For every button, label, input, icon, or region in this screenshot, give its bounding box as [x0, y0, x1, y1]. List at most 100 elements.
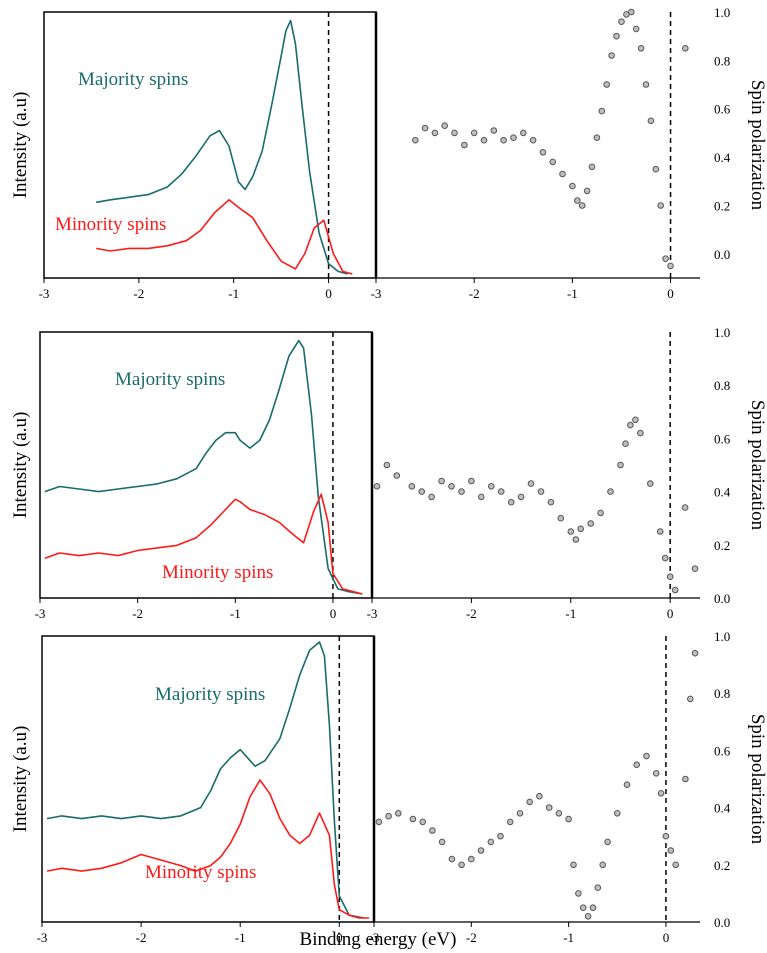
polarization-point: [657, 202, 665, 209]
polarization-point: [657, 790, 665, 797]
polarization-point: [656, 528, 664, 535]
polarization-point: [480, 136, 488, 144]
x-tick-label: -2: [132, 606, 143, 621]
polarization-point: [662, 255, 669, 263]
polarization-point: [671, 586, 679, 594]
polarization-point: [588, 163, 596, 171]
polarization-point: [647, 117, 655, 125]
y-tick-label: 0.4: [714, 801, 731, 816]
polarization-point: [594, 884, 602, 892]
polarization-point: [478, 493, 485, 501]
polarization-point: [633, 761, 641, 769]
polarization-point: [545, 804, 553, 811]
polarization-point: [373, 483, 381, 490]
polarization-point: [536, 792, 543, 800]
polarization-point: [429, 827, 436, 834]
y-tick-label: 0.4: [714, 150, 731, 165]
panel-1: -3 -2 -1 0 Majority spins Minority spins Inten…: [10, 5, 767, 301]
polarization-point: [409, 815, 417, 823]
polarization-point: [593, 134, 601, 141]
polarization-axis-title: Spin polarization: [747, 80, 767, 211]
polarization-point: [637, 429, 644, 437]
polarization-point: [687, 695, 694, 703]
polarization-point: [691, 649, 699, 657]
polarization-point: [510, 134, 517, 141]
polarization-point: [637, 45, 645, 52]
polarization-point: [506, 818, 514, 826]
y-tick-label: 0.6: [714, 431, 731, 446]
y-tick-label: 1.0: [714, 325, 730, 340]
polarization-point: [587, 520, 595, 527]
polarization-point: [647, 480, 654, 487]
polarization-point: [539, 149, 547, 156]
polarization-axis-title: Spin polarization: [747, 714, 767, 845]
x-tick-label: -3: [37, 930, 48, 945]
polarization-point: [613, 32, 620, 40]
polarization-point: [408, 483, 416, 490]
polarization-point: [458, 861, 465, 869]
polarization-point: [570, 861, 577, 869]
polarization-point: [500, 136, 507, 144]
x-tick-label: -2: [466, 930, 477, 945]
polarization-point: [385, 812, 392, 820]
polarization-point: [418, 488, 426, 495]
polarization-point: [614, 810, 621, 817]
polarization-point: [617, 461, 624, 469]
polarization-point: [448, 855, 456, 863]
y-tick-label: 0.2: [714, 198, 730, 213]
polarization-point: [604, 838, 611, 846]
polarization-point: [431, 129, 439, 137]
polarization-point: [448, 483, 455, 490]
x-tick-label: -2: [469, 286, 480, 301]
y-tick-label: 0.4: [714, 485, 731, 500]
x-tick-label: -3: [367, 606, 378, 621]
y-tick-label: 0.8: [714, 686, 730, 701]
y-tick-label: 0.0: [714, 915, 730, 930]
x-tick-label: -1: [567, 286, 578, 301]
intensity-axis-title: Intensity (a.u): [10, 92, 31, 199]
x-tick-label: 0: [330, 606, 337, 621]
x-tick-label: -1: [228, 286, 239, 301]
y-tick-label: 0.6: [714, 743, 731, 758]
polarization-point: [517, 493, 525, 501]
x-tick-label: -3: [39, 286, 50, 301]
majority-spins-label: Majority spins: [155, 684, 265, 705]
polarization-point: [632, 416, 639, 424]
polarization-point: [507, 498, 515, 506]
polarization-point: [438, 477, 445, 485]
y-tick-label: 0.8: [714, 378, 730, 393]
minority-spins-label: Minority spins: [55, 214, 166, 235]
x-tick-label: -1: [563, 930, 574, 945]
x-tick-label: -3: [371, 286, 382, 301]
polarization-point: [623, 781, 631, 789]
polarization-point: [642, 81, 650, 88]
polarization-point: [468, 855, 475, 863]
polarization-point: [691, 565, 699, 573]
x-tick-label: -2: [136, 930, 147, 945]
majority-spin-curve: [46, 641, 365, 919]
polarization-point: [537, 488, 545, 495]
x-tick-label: -3: [35, 606, 46, 621]
polarization-point: [577, 525, 585, 533]
polarization-point: [574, 197, 581, 204]
polarization-point: [583, 187, 591, 195]
polarization-point: [608, 52, 615, 59]
polarization-point: [549, 158, 557, 166]
y-tick-label: 0.2: [714, 858, 730, 873]
polarization-point: [682, 775, 689, 783]
polarization-point: [395, 810, 402, 817]
polarization-point: [618, 18, 625, 26]
polarization-point: [622, 440, 629, 448]
polarization-point: [652, 165, 660, 173]
polarization-point: [579, 904, 587, 912]
polarization-point: [441, 122, 449, 129]
polarization-point: [428, 493, 435, 501]
minority-spin-curve: [46, 779, 369, 919]
minority-spin-curve: [44, 493, 363, 595]
polarization-point: [565, 815, 572, 823]
polarization-point: [468, 477, 475, 485]
polarization-point: [438, 838, 446, 846]
polarization-point: [527, 480, 535, 487]
intensity-plot-frame: [43, 11, 377, 279]
polarization-point: [578, 202, 586, 209]
